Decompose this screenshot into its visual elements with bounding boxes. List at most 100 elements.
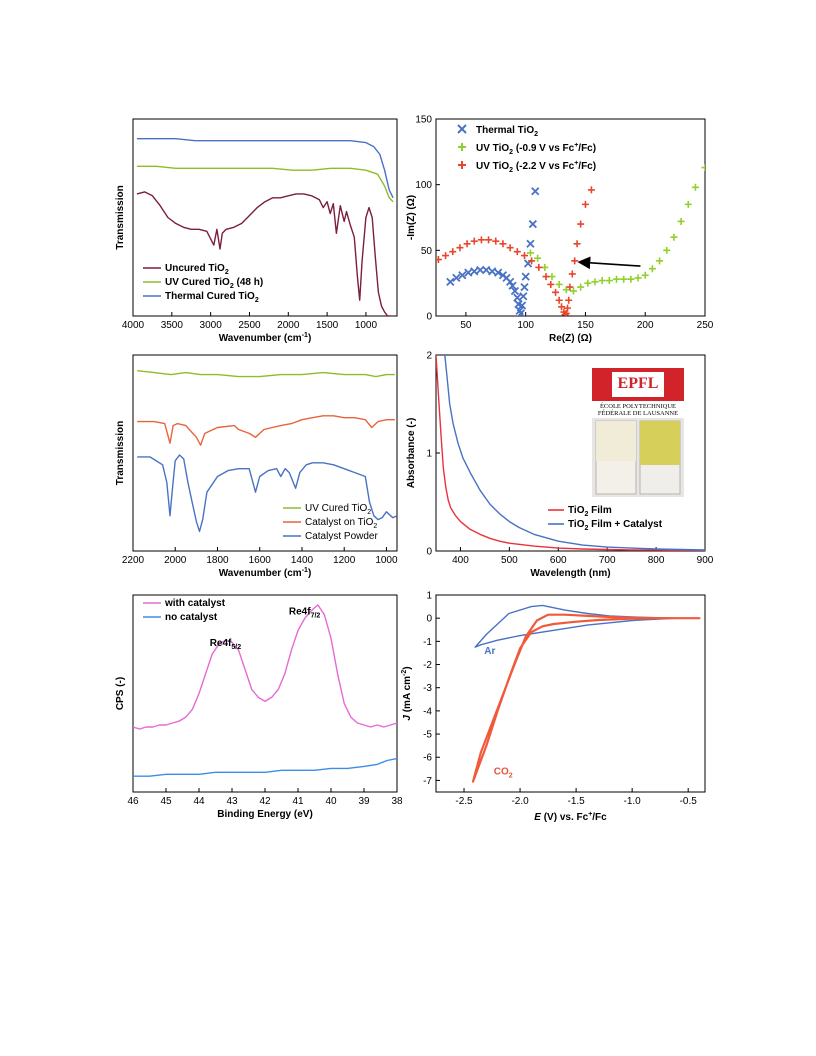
x-tick-label: 200 [637,320,654,331]
data-point [656,257,664,265]
plot-frame [132,594,398,793]
data-point [547,280,555,288]
x-tick-label: 1800 [206,555,229,566]
data-point [555,280,563,288]
data-point [548,273,556,281]
data-point [577,283,585,291]
data-point [542,273,550,281]
chart-panel-1: 4000 3500 3000 2500 2000 1500 1000 Wavenumber (… [115,118,398,344]
annotation-text: CO2 [494,767,513,780]
plot-frame [132,118,398,317]
legend-entry: Catalyst Powder [305,531,378,542]
legend-entry: Thermal Cured TiO2 [165,291,259,304]
data-point [571,257,579,265]
data-point [591,278,599,286]
data-point [456,244,464,252]
x-tick-label: 4000 [122,320,145,331]
data-point [463,240,471,248]
data-point [521,272,530,281]
x-tick-label: 1600 [249,555,272,566]
x-axis-label: Wavelength (nm) [530,568,610,579]
data-point [477,236,485,244]
data-point [528,257,536,265]
x-tick-label: 38 [391,796,403,807]
series-line-2 [444,355,705,551]
x-tick-label: 1400 [291,555,314,566]
data-point [691,183,699,191]
data-point [528,219,537,229]
data-point [613,275,621,283]
series-3-markers [436,186,595,316]
data-point [526,249,534,257]
x-tick-label: 43 [226,796,238,807]
data-point [684,200,692,208]
x-tick-label: 900 [697,555,714,566]
chart-panel-6: -2.5 -2.0 -1.5 -1.0 -0.5 1 0 -1 -2 -3 -4 -5 -6 -7 E (V… [401,591,706,823]
x-tick-label: -1.0 [624,796,642,807]
data-point [513,293,522,302]
data-point [464,268,473,277]
data-point [541,263,549,271]
data-point [581,200,589,208]
epfl-logo-letters: EPFL [618,375,659,392]
legend-entry: UV TiO2 (-0.9 V vs Fc+/Fc) [476,142,596,156]
legend-marker [458,161,466,169]
data-point [568,270,576,278]
data-point [561,311,569,316]
annotation: Re4f7/2 [289,607,321,620]
data-point [485,236,493,244]
data-point [520,282,529,292]
data-point [516,309,526,316]
series-line-2 [471,613,701,783]
y-tick-label: 2 [426,351,432,362]
x-tick-label: -2.5 [455,796,473,807]
annotation-text: Ar [484,646,495,657]
epfl-logo-mark [612,372,664,397]
plot-frame [435,594,706,793]
data-point [555,296,563,304]
data-point [562,309,570,316]
x-tick-label: -1.5 [567,796,585,807]
data-point [488,267,497,276]
legend-marker [458,143,466,151]
y-tick-label: 0 [426,547,432,558]
y-tick-label: -4 [423,706,432,717]
logo-text-line-1: ÉCOLE POLYTECHNIQUE [600,402,676,410]
x-axis-label: E (V) vs. Fc+/Fc [534,811,607,823]
data-point [587,186,595,194]
x-tick-label: 42 [259,796,271,807]
data-point [584,279,592,287]
y-axis-label: J (mA cm-2) [401,666,413,720]
x-tick-label: 40 [325,796,337,807]
data-point [476,265,485,275]
chart-panel-4: 400 500 600 700 800 900 0 1 2 Wavelength (nm) Abso… [406,351,714,580]
x-axis-label: Re(Z) (Ω) [549,333,592,344]
data-point [458,271,467,280]
data-point [534,254,542,262]
x-tick-label: 41 [292,796,304,807]
series-line-1 [136,191,391,316]
data-point [506,244,514,252]
data-point [565,296,573,304]
data-point [564,304,572,312]
x-tick-label: 3000 [200,320,223,331]
plot-frame [132,354,398,552]
x-axis-label: Binding Energy (eV) [217,809,313,820]
data-point [663,246,671,254]
data-point [452,273,461,283]
y-tick-label: 100 [415,180,432,191]
y-tick-label: -5 [423,730,432,741]
data-point [499,240,507,248]
y-tick-label: -6 [423,753,432,764]
legend-entry: Catalyst on TiO2 [305,517,377,530]
legend: with catalyst no catalyst [143,598,226,623]
x-tick-label: 800 [648,555,665,566]
legend-entry: no catalyst [165,612,218,623]
x-tick-label: -0.5 [680,796,698,807]
annotation: Re4f5/2 [210,638,242,651]
y-axis-label: Transmission [115,421,126,485]
data-point [442,252,450,260]
